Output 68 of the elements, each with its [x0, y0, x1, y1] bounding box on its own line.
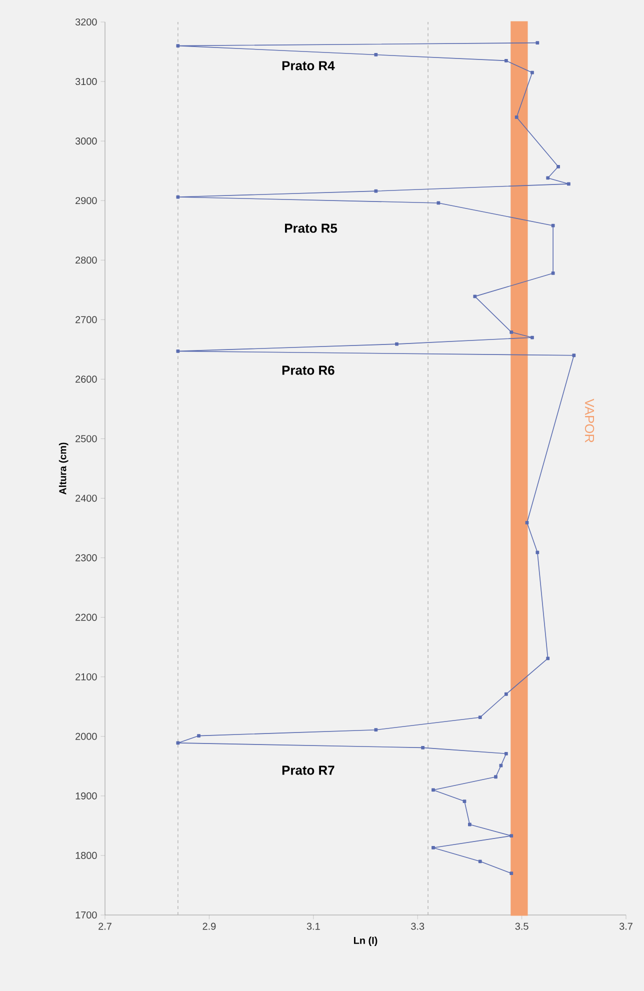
point [421, 746, 425, 750]
x-axis-title: Ln (I) [354, 936, 378, 946]
point [176, 741, 180, 745]
point [432, 788, 435, 792]
y-tick-label: 1700 [76, 911, 97, 919]
point [525, 520, 529, 524]
y-tick-label: 2600 [76, 376, 97, 383]
y-tick-label: 2300 [76, 554, 97, 562]
point [536, 550, 540, 554]
point [504, 58, 508, 62]
x-tick-label: 3.3 [411, 922, 424, 930]
point [374, 53, 378, 56]
point [504, 752, 508, 756]
point [551, 224, 555, 228]
point [536, 41, 540, 45]
band-label: VAPOR [584, 398, 594, 442]
y-tick-label: 1900 [76, 792, 97, 800]
y-tick-label: 2200 [76, 614, 97, 621]
point [395, 342, 398, 346]
y-tick-label: 3000 [75, 138, 97, 145]
y-tick-label: 2400 [76, 494, 97, 502]
point [473, 294, 477, 298]
y-tick-label: 2900 [76, 197, 97, 204]
x-tick-label: 2.7 [98, 922, 112, 930]
y-tick-label: 2100 [76, 673, 97, 680]
point [494, 775, 498, 779]
point [551, 272, 555, 275]
x-tick-label: 2.9 [202, 922, 216, 930]
point [176, 350, 180, 353]
point [374, 189, 378, 193]
annotation: Prato R4 [282, 61, 335, 70]
point [478, 860, 482, 864]
point [566, 182, 570, 186]
point [504, 692, 508, 696]
point [432, 846, 435, 850]
point [546, 656, 550, 660]
x-tick-label: 3.1 [306, 922, 320, 930]
y-tick-label: 2700 [76, 316, 97, 324]
point [462, 800, 466, 803]
point [510, 330, 514, 334]
point [530, 336, 534, 340]
annotation: Prato R6 [282, 366, 334, 375]
point [510, 834, 514, 838]
annotation: Prato R7 [282, 766, 334, 775]
point [514, 116, 518, 119]
y-tick-label: 3100 [75, 78, 97, 86]
point [176, 44, 180, 48]
x-tick-label: 3.5 [515, 922, 528, 930]
y-tick-label: 2500 [76, 435, 97, 442]
point [499, 764, 503, 768]
x-tick-label: 3.7 [619, 922, 632, 930]
y-tick-label: 3200 [75, 18, 97, 26]
annotation: Prato R5 [285, 224, 338, 233]
point [530, 70, 534, 74]
point [546, 176, 550, 180]
y-tick-label: 1800 [76, 852, 97, 859]
point [468, 822, 472, 826]
point [556, 164, 560, 168]
point [510, 872, 514, 876]
point [176, 195, 180, 199]
y-tick-label: 2000 [76, 732, 97, 740]
y-axis-title: Altura (cm) [58, 442, 68, 495]
point [436, 201, 440, 205]
point [478, 716, 482, 720]
y-tick-label: 2800 [76, 256, 97, 264]
point [197, 734, 200, 738]
point [572, 354, 576, 358]
point [374, 728, 378, 732]
